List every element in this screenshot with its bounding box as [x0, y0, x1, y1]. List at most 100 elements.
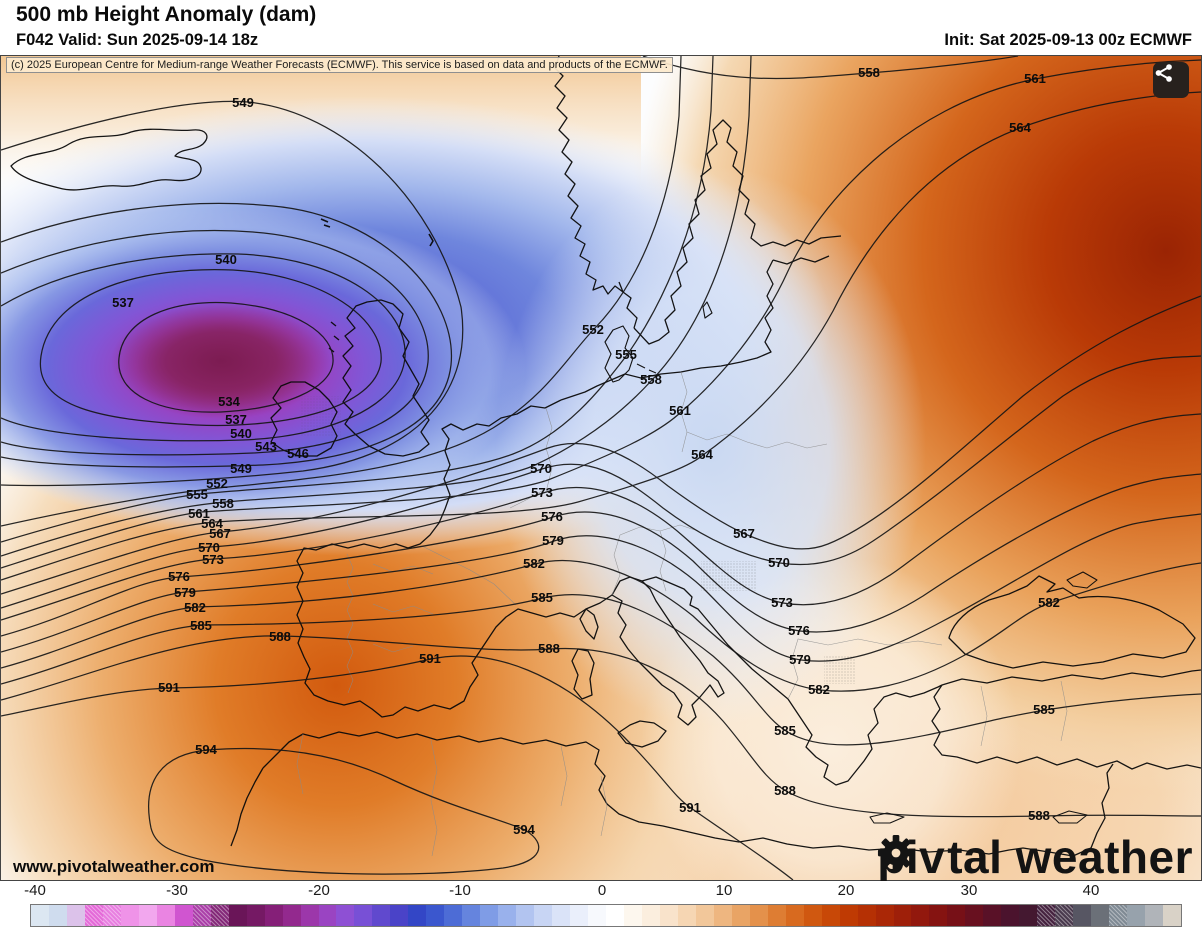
tick-label: 0: [597, 882, 607, 899]
colorbar-cell: [695, 905, 714, 926]
colorbar-cell: [31, 905, 49, 926]
contour-label: 552: [582, 322, 604, 337]
color-scale-footer: -40 -30 -20 -10 0 10 20 30 40: [0, 881, 1202, 933]
contour-label: 558: [212, 496, 234, 511]
tick-label: 40: [1082, 882, 1100, 899]
colorbar-cell: [1073, 905, 1092, 926]
colorbar-cell: [767, 905, 786, 926]
colorbar-cell: [875, 905, 894, 926]
colorbar-cell: [1001, 905, 1020, 926]
copyright-notice: (c) 2025 European Centre for Medium-rang…: [6, 57, 673, 73]
contour-label: 573: [771, 595, 793, 610]
contour-label: 561: [669, 403, 691, 418]
colorbar-cell: [498, 905, 517, 926]
colorbar-cell: [1163, 905, 1181, 926]
colorbar-cell: [174, 905, 193, 926]
colorbar-cell: [282, 905, 301, 926]
contour-label: 594: [513, 822, 535, 837]
contour-label: 579: [542, 533, 564, 548]
contour-label: 549: [232, 95, 254, 110]
colorbar-cell: [426, 905, 445, 926]
colorbar-cell: [1091, 905, 1110, 926]
colorbar-cell: [192, 905, 211, 926]
contour-label: 585: [774, 723, 796, 738]
share-button[interactable]: [1153, 62, 1189, 98]
contour-label: 588: [1028, 808, 1050, 823]
contour-label: 561: [1024, 71, 1046, 86]
colorbar-cell: [749, 905, 768, 926]
colorbar-cell: [264, 905, 283, 926]
contour-label: 564: [1009, 120, 1031, 135]
watermark: www.pivotalweather.com: [13, 857, 215, 876]
contour-label: 555: [615, 347, 637, 362]
page-title: 500 mb Height Anomaly (dam): [16, 3, 317, 26]
contour-label: 543: [255, 439, 277, 454]
contour-label: 552: [206, 476, 228, 491]
colorbar-cell: [821, 905, 840, 926]
colorbar-cell: [102, 905, 121, 926]
pivotal-weather-logo: piv tal weather: [877, 834, 1193, 880]
colorbar-cell: [1037, 905, 1056, 926]
colorbar-cell: [983, 905, 1002, 926]
contour-label: 558: [858, 65, 880, 80]
colorbar-cell: [857, 905, 876, 926]
contour-label: 537: [225, 412, 247, 427]
colorbar-cell: [677, 905, 696, 926]
colorbar-cell: [965, 905, 984, 926]
admin-borders: [296, 371, 1068, 857]
colorbar-cell: [408, 905, 427, 926]
colorbar-cell: [534, 905, 553, 926]
contour-label: 570: [768, 555, 790, 570]
tick-label: -30: [166, 882, 188, 899]
contour-label: 585: [1033, 702, 1055, 717]
contour-label: 576: [168, 569, 190, 584]
contour-label: 537: [112, 295, 134, 310]
colorbar-cell: [623, 905, 642, 926]
colorbar-cell: [785, 905, 804, 926]
contour-label: 582: [184, 600, 206, 615]
colorbar-cell: [156, 905, 175, 926]
contour-label: 540: [215, 252, 237, 267]
colorbar-cell: [713, 905, 732, 926]
colorbar-cell: [48, 905, 67, 926]
colorbar-cell: [120, 905, 139, 926]
tick-label: 20: [837, 882, 855, 899]
colorbar-cell: [947, 905, 966, 926]
share-icon: [1155, 64, 1172, 82]
tick-label: 30: [960, 882, 978, 899]
contour-label: 564: [201, 516, 223, 531]
colorbar-cell: [336, 905, 355, 926]
colorbar-cell: [1145, 905, 1164, 926]
colorbar-cell: [84, 905, 103, 926]
colorbar-cell: [1055, 905, 1074, 926]
contour-label: 582: [808, 682, 830, 697]
tick-label: -20: [308, 882, 330, 899]
contour-label: 570: [198, 540, 220, 555]
contour-label: 561: [188, 506, 210, 521]
colorbar-cell: [570, 905, 589, 926]
coastlines: [10, 56, 1201, 857]
valid-time: F042 Valid: Sun 2025-09-14 18z: [16, 31, 259, 49]
tick-label: 10: [715, 882, 733, 899]
colorbar-cell: [929, 905, 948, 926]
contour-label: 573: [531, 485, 553, 500]
contour-label: 582: [523, 556, 545, 571]
contour-label: 558: [640, 372, 662, 387]
colorbar-cell: [606, 905, 624, 926]
colorbar-cell: [66, 905, 85, 926]
anomaly-shading: [1, 56, 1201, 880]
logo-text-post: tal weather: [947, 831, 1193, 883]
colorbar: [30, 904, 1182, 927]
contour-label: 579: [789, 652, 811, 667]
colorbar-cell: [839, 905, 858, 926]
colorbar-cell: [354, 905, 373, 926]
contour-label: 591: [419, 651, 441, 666]
contour-lines: [1, 56, 1201, 880]
contour-label: 585: [531, 590, 553, 605]
colorbar-cell: [893, 905, 912, 926]
contour-label: 594: [195, 742, 217, 757]
colorbar-cell: [228, 905, 247, 926]
contour-label: 588: [269, 629, 291, 644]
contour-label: 540: [230, 426, 252, 441]
